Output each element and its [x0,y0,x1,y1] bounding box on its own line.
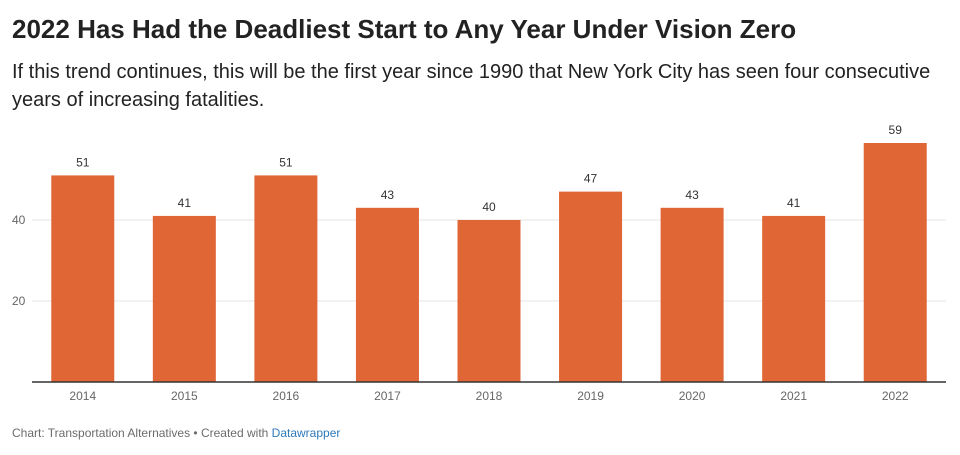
bar [254,175,318,382]
bar [457,219,521,382]
bar [660,207,724,382]
bar [559,191,623,382]
bar [355,207,419,382]
x-tick-label: 2021 [780,389,807,403]
bar [152,215,216,382]
data-label: 41 [178,196,192,210]
y-tick-label: 20 [12,294,26,308]
data-label: 41 [787,196,801,210]
chart-footer: Chart: Transportation Alternatives • Cre… [12,426,340,440]
x-tick-label: 2016 [273,389,300,403]
data-label: 40 [482,200,496,214]
x-tick-label: 2022 [882,389,909,403]
data-label: 47 [584,172,598,186]
chart-title: 2022 Has Had the Deadliest Start to Any … [12,14,797,44]
source-credit: Chart: Transportation Alternatives • Cre… [12,426,272,440]
chart-subtitle: If this trend continues, this will be th… [12,61,931,111]
x-tick-label: 2015 [171,389,198,403]
data-label: 51 [76,155,90,169]
bar [762,215,826,382]
x-tick-label: 2018 [476,389,503,403]
data-label: 51 [279,155,293,169]
data-label: 43 [685,188,699,202]
bar [863,143,927,382]
x-tick-label: 2017 [374,389,401,403]
y-tick-label: 40 [12,213,26,227]
bar [51,175,115,382]
x-tick-label: 2014 [69,389,96,403]
x-tick-label: 2020 [679,389,706,403]
data-label: 59 [889,123,903,137]
x-tick-label: 2019 [577,389,604,403]
datawrapper-link[interactable]: Datawrapper [271,426,341,440]
data-label: 43 [381,188,395,202]
